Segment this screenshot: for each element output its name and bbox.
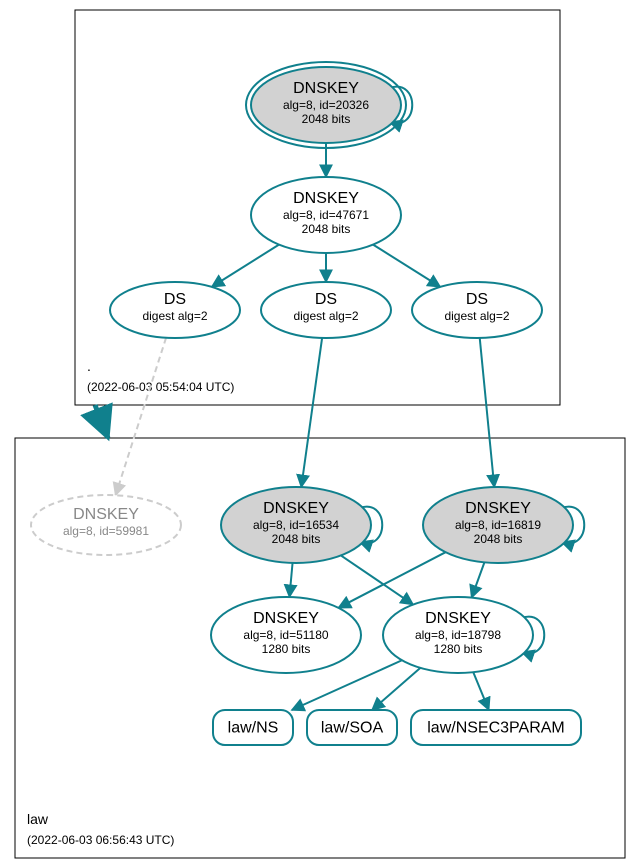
zone_root-ts: (2022-06-03 05:54:04 UTC)	[87, 380, 234, 394]
node-ds3-l2: digest alg=2	[444, 309, 509, 323]
node-root_zsk-l3: 2048 bits	[302, 222, 351, 236]
edge-root_zsk-ds3	[373, 245, 440, 287]
zone_law-label: law	[27, 811, 49, 827]
node-root_ksk-l2: alg=8, id=20326	[283, 98, 369, 112]
dnssec-diagram: . (2022-06-03 05:54:04 UTC) law (2022-06-03…	[0, 0, 637, 865]
node-ds2-title: DS	[315, 291, 337, 308]
edge-ds2-law_ksk1	[301, 338, 322, 487]
edge-ds3-law_ksk2	[480, 338, 495, 487]
node-law_zsk1-title: DNSKEY	[253, 610, 319, 627]
node-ds1-title: DS	[164, 291, 186, 308]
node-law_ksk2-l3: 2048 bits	[474, 532, 523, 546]
node-law_zsk2-l2: alg=8, id=18798	[415, 628, 501, 642]
edge-law_zsk2-rec_nsec	[473, 672, 489, 710]
node-law_ksk1-l3: 2048 bits	[272, 532, 321, 546]
node-law_zsk2-title: DNSKEY	[425, 610, 491, 627]
edge-law_zsk2-rec_soa	[372, 668, 420, 710]
edge-root_zsk-ds1	[212, 245, 279, 287]
edge-law_ksk2-law_zsk2	[472, 562, 485, 597]
node-ds3-title: DS	[466, 291, 488, 308]
node-law_ksk1-title: DNSKEY	[263, 500, 329, 517]
edge-law_ksk1-law_zsk1	[289, 563, 292, 597]
node-law_ksk1-l2: alg=8, id=16534	[253, 518, 339, 532]
node-law_ksk2-l2: alg=8, id=16819	[455, 518, 541, 532]
node-root_zsk-l2: alg=8, id=47671	[283, 208, 369, 222]
node-law_ksk2-title: DNSKEY	[465, 500, 531, 517]
node-rec_ns-label: law/NS	[228, 720, 279, 737]
node-law_zsk2-l3: 1280 bits	[434, 642, 483, 656]
node-root_zsk-title: DNSKEY	[293, 190, 359, 207]
edge-ds1-law_dash	[116, 338, 167, 496]
node-rec_soa-label: law/SOA	[321, 720, 384, 737]
zone-delegation-arrow	[95, 405, 108, 438]
zone_root-label: .	[87, 358, 91, 374]
node-law_dash-title: DNSKEY	[73, 506, 139, 523]
node-rec_nsec-label: law/NSEC3PARAM	[427, 720, 565, 737]
node-root_ksk-title: DNSKEY	[293, 80, 359, 97]
node-ds1-l2: digest alg=2	[142, 309, 207, 323]
node-ds2-l2: digest alg=2	[293, 309, 358, 323]
node-law_zsk1-l2: alg=8, id=51180	[243, 628, 329, 642]
node-law_zsk1-l3: 1280 bits	[262, 642, 311, 656]
zone_law-ts: (2022-06-03 06:56:43 UTC)	[27, 833, 174, 847]
node-law_dash-l2: alg=8, id=59981	[63, 524, 149, 538]
node-root_ksk-l3: 2048 bits	[302, 112, 351, 126]
edge-law_ksk1-law_zsk2	[341, 555, 413, 604]
